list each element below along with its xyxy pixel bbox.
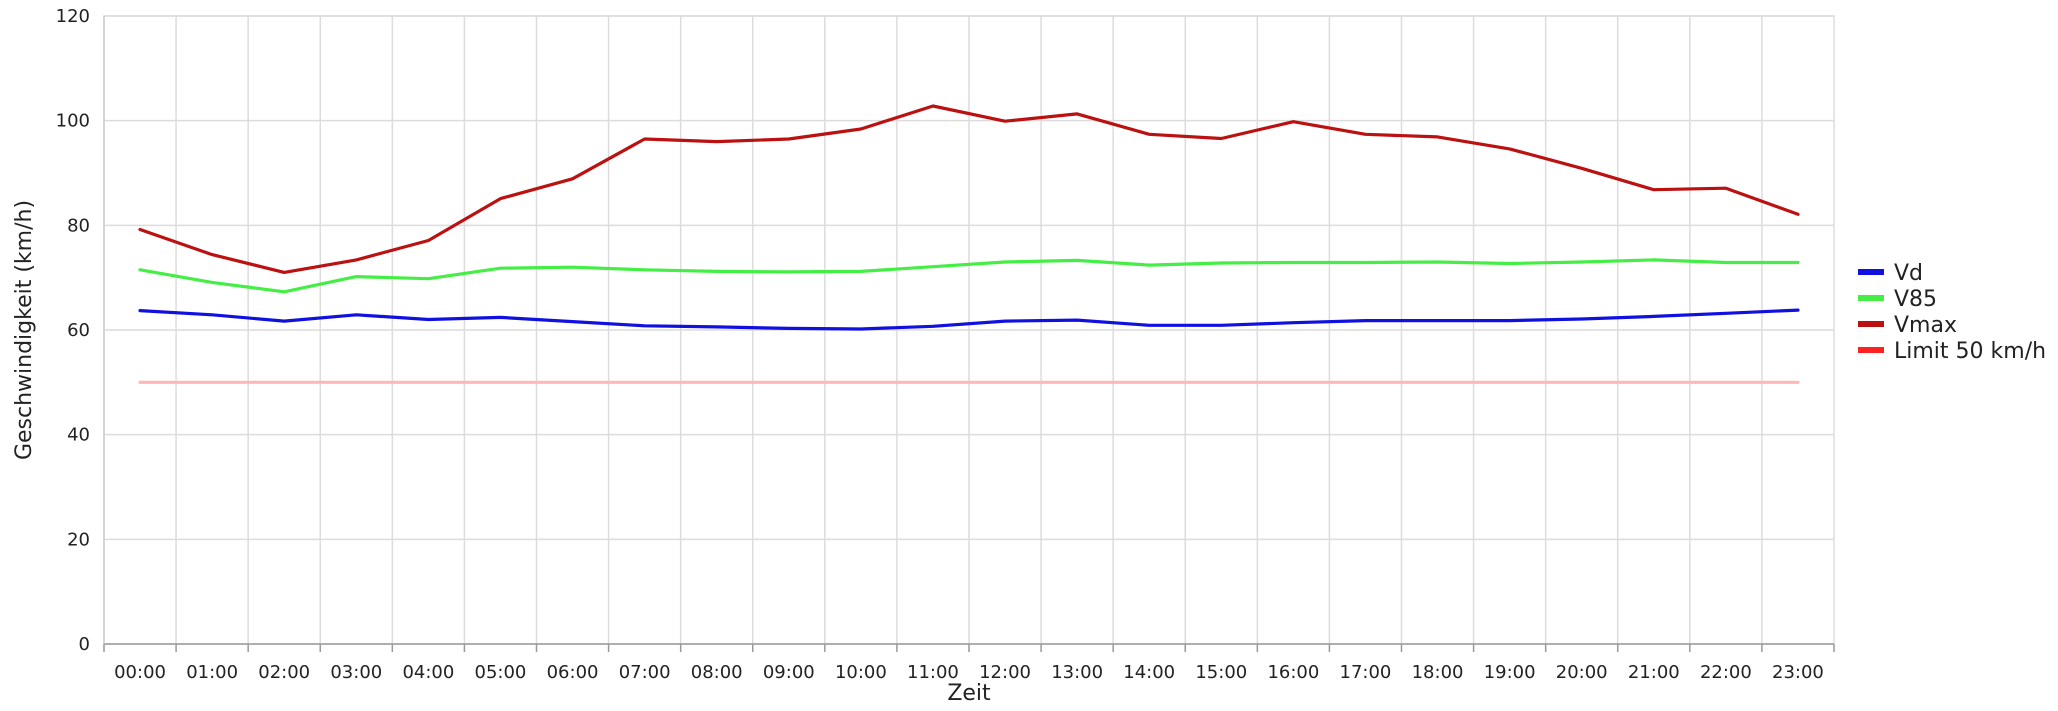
x-tick-label: 16:00	[1267, 662, 1319, 683]
x-tick-label: 20:00	[1556, 662, 1608, 683]
x-tick-label: 23:00	[1772, 662, 1824, 683]
x-tick-label: 19:00	[1484, 662, 1536, 683]
axes: 0 20 40 60 80 100 120 00:00 01:00 02:00 03:00 04:00…	[56, 6, 1835, 683]
x-tick-label: 22:00	[1700, 662, 1752, 683]
y-tick-label: 100	[56, 111, 90, 132]
x-tick-label: 21:00	[1628, 662, 1680, 683]
legend-label: Limit 50 km/h	[1894, 339, 2046, 364]
series-line-v85	[138, 258, 1800, 294]
series-line-vmax	[138, 104, 1800, 274]
legend-label: Vmax	[1894, 313, 1957, 338]
legend-label: V85	[1894, 287, 1937, 312]
x-tick-label: 12:00	[979, 662, 1031, 683]
x-axis-title: Zeit	[947, 681, 991, 706]
legend-label: Vd	[1894, 261, 1923, 286]
x-tick-label: 02:00	[258, 662, 310, 683]
x-tick-label: 10:00	[835, 662, 887, 683]
y-tick-label: 120	[56, 6, 90, 27]
series-line-vd	[138, 308, 1800, 331]
x-tick-label: 01:00	[186, 662, 238, 683]
y-tick-label: 60	[67, 320, 90, 341]
x-tick-label: 07:00	[619, 662, 671, 683]
y-tick-label: 80	[67, 215, 90, 236]
series-lines	[138, 104, 1800, 384]
grid-lines	[103, 15, 1835, 645]
x-tick-label: 15:00	[1195, 662, 1247, 683]
y-tick-label: 0	[79, 634, 90, 655]
x-tick-label: 18:00	[1412, 662, 1464, 683]
x-tick-label: 17:00	[1340, 662, 1392, 683]
x-tick-label: 13:00	[1051, 662, 1103, 683]
y-tick-label: 40	[67, 425, 90, 446]
y-axis-title: Geschwindigkeit (km/h)	[12, 200, 37, 460]
x-tick-label: 08:00	[691, 662, 743, 683]
x-tick-label: 06:00	[547, 662, 599, 683]
x-tick-label: 05:00	[475, 662, 527, 683]
x-tick-label: 11:00	[907, 662, 959, 683]
y-tick-label: 20	[67, 529, 90, 550]
x-tick-label: 09:00	[763, 662, 815, 683]
x-tick-label: 04:00	[402, 662, 454, 683]
x-tick-label: 03:00	[330, 662, 382, 683]
x-tick-label: 14:00	[1123, 662, 1175, 683]
x-tick-label: 00:00	[114, 662, 166, 683]
